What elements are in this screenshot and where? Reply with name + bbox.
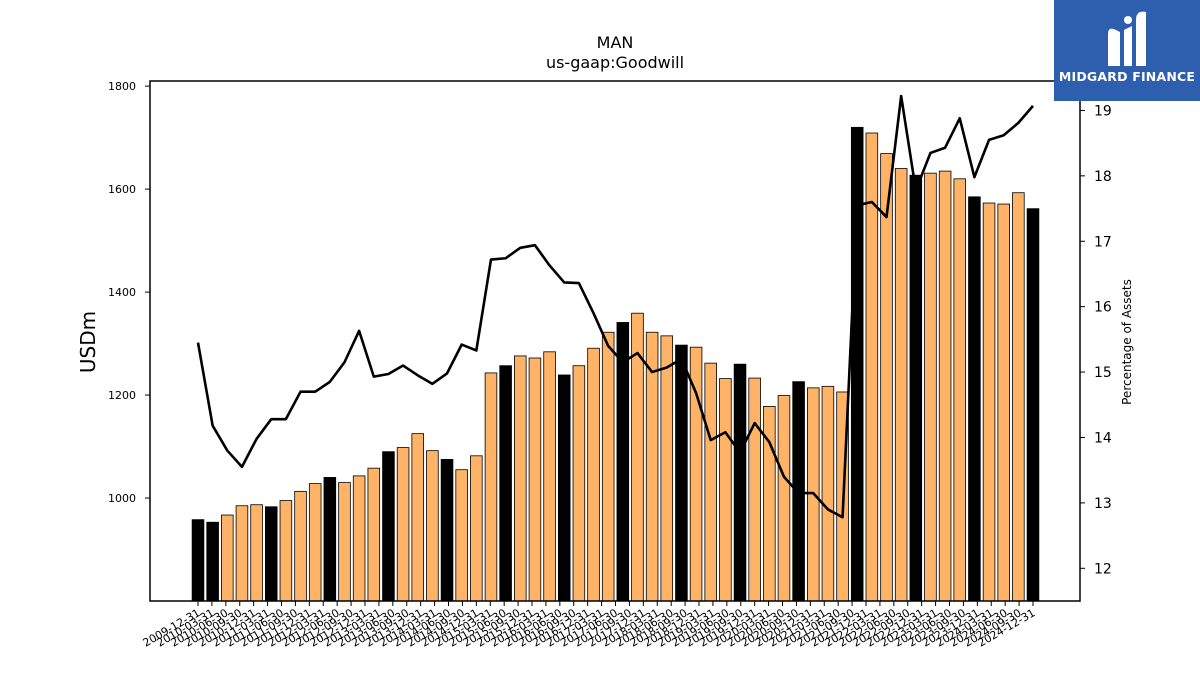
bar-20	[484, 372, 498, 602]
bar-40	[777, 395, 791, 602]
y2-tick-label-0: 12	[1094, 561, 1112, 577]
bar-51	[938, 170, 952, 602]
y2-tick-label-3: 15	[1094, 365, 1112, 381]
bar-3	[235, 505, 249, 602]
bar-17	[440, 459, 454, 602]
bar-4	[250, 504, 263, 602]
chart-subtitle: us-gaap:Goodwill	[546, 53, 684, 72]
bar-19	[470, 455, 483, 602]
bar-12	[367, 467, 381, 602]
midgard-logo-icon	[1108, 11, 1146, 67]
bar-28	[601, 331, 615, 602]
bar-33	[675, 344, 688, 602]
bar-43	[821, 385, 835, 602]
bar-54	[982, 202, 996, 602]
bar-55	[997, 203, 1010, 602]
bar-15	[411, 433, 425, 602]
bar-52	[953, 178, 967, 602]
bar-56	[1012, 192, 1025, 602]
bar-49	[909, 174, 923, 602]
y2-axis-label: Percentage of Assets	[1120, 279, 1134, 405]
y2-tick-label-7: 19	[1094, 103, 1112, 119]
bar-37	[733, 363, 747, 602]
y2-tick-label-5: 17	[1094, 234, 1112, 250]
bar-1	[206, 521, 219, 602]
bar-35	[704, 362, 717, 602]
bar-23	[528, 357, 542, 602]
logo-text: MIDGARD FINANCE	[1058, 69, 1196, 84]
y-tick-label-3: 1600	[108, 183, 136, 196]
bar-38	[748, 377, 761, 602]
y2-tick-label-2: 14	[1094, 430, 1112, 446]
y-tick-label-0: 1000	[108, 492, 136, 505]
y2-tick-label-4: 16	[1094, 300, 1112, 316]
bar-32	[660, 335, 674, 602]
bar-26	[572, 365, 586, 602]
bar-24	[543, 351, 556, 602]
y2-axis-ticks: 12 13 14 15 16 17 18 19	[1080, 103, 1112, 577]
y-tick-label-1: 1200	[108, 389, 136, 402]
bar-5	[264, 506, 278, 602]
percentage-line	[196, 94, 1034, 519]
bar-48	[894, 168, 908, 602]
bar-10	[338, 482, 351, 602]
y-tick-label-4: 1800	[108, 80, 136, 93]
bar-50	[924, 172, 937, 602]
bar-57	[1026, 208, 1040, 602]
bar-14	[396, 447, 410, 602]
bar-29	[616, 322, 630, 602]
bar-7	[294, 490, 307, 602]
bar-8	[308, 483, 322, 602]
bar-21	[499, 365, 512, 602]
y-tick-label-2: 1400	[108, 286, 136, 299]
chart-title: MAN	[597, 33, 634, 52]
bar-47	[880, 153, 893, 602]
bar-13	[382, 451, 395, 602]
x-axis-ticks: 2009-12-312010-03-312010-06-302010-09-30…	[141, 601, 1038, 650]
bar-0	[191, 519, 205, 602]
bar-36	[719, 378, 732, 602]
bar-53	[968, 196, 981, 602]
bar-9	[323, 477, 337, 602]
y2-tick-label-1: 13	[1094, 496, 1112, 512]
bar-18	[455, 469, 468, 602]
y-axis-label: USDm	[76, 311, 100, 373]
bar-22	[514, 355, 527, 602]
midgard-finance-logo: MIDGARD FINANCE	[1054, 0, 1200, 101]
bar-11	[352, 475, 366, 602]
bar-45	[850, 126, 864, 602]
y2-tick-label-6: 18	[1094, 169, 1112, 185]
bar-16	[426, 450, 439, 602]
bar-2	[221, 514, 234, 602]
bar-27	[587, 347, 600, 602]
bar-series	[191, 126, 1040, 602]
bar-6	[279, 500, 293, 602]
bar-25	[557, 374, 571, 602]
y-axis-ticks: 1000 1200 1400 1600 1800	[108, 80, 150, 505]
